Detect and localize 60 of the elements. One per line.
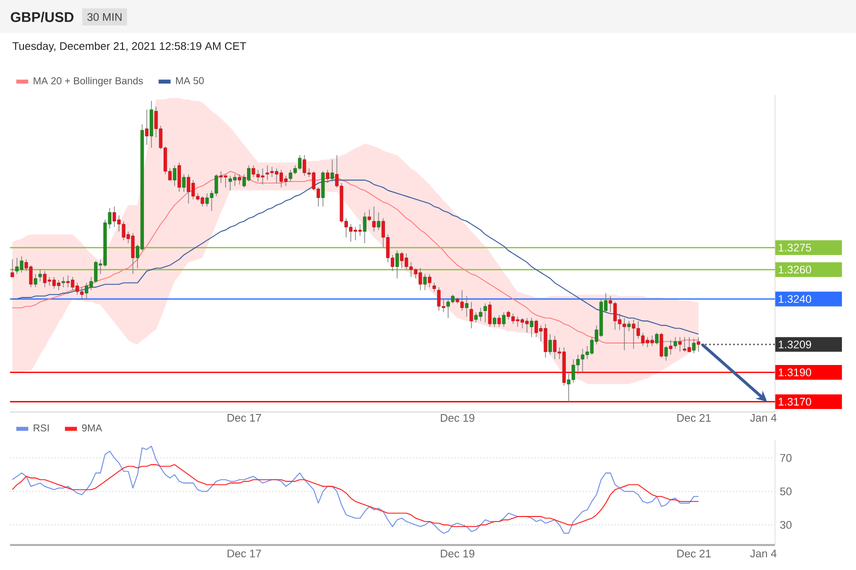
candlestick (423, 274, 427, 291)
candlestick (34, 274, 38, 288)
candlestick (488, 302, 492, 328)
candlestick (10, 259, 14, 278)
candlestick (428, 274, 432, 288)
candlestick (660, 332, 664, 358)
candlestick (182, 174, 186, 192)
x-tick-label: Dec 19 (440, 414, 474, 422)
ref-line-label: 1.3170 (778, 398, 812, 406)
x-tick-label: Jan 4 (750, 414, 777, 422)
candlestick (62, 276, 66, 288)
ref-line-label: 1.3209 (778, 340, 812, 348)
legend-label: RSI (34, 424, 49, 432)
candlestick (326, 170, 330, 184)
candlestick (395, 250, 399, 279)
candlestick (38, 269, 42, 282)
candlestick (668, 340, 672, 356)
legend-label: 9MA (82, 424, 102, 432)
legend-label: MA 50 (176, 77, 204, 84)
candlestick (330, 159, 334, 182)
x-tick-label: Dec 17 (228, 550, 261, 558)
candlestick (172, 165, 176, 186)
y-tick-label: 70 (780, 454, 792, 462)
candlestick (238, 174, 242, 185)
candlestick (692, 338, 696, 354)
candlestick (484, 303, 487, 323)
candlestick (655, 332, 658, 345)
text: 30 MIN (87, 13, 122, 21)
ref-line-label: 1.3190 (778, 368, 812, 376)
candlestick (464, 296, 468, 317)
candlestick (502, 312, 506, 328)
y-tick-label: 30 (780, 521, 792, 529)
x-tick-label: Dec 19 (440, 550, 474, 558)
candlestick (530, 318, 534, 338)
chart-subtitle: Tuesday, December 21, 2021 12:58:19 AM CET (12, 42, 246, 52)
candlestick (470, 302, 474, 329)
x-tick-label: Dec 17 (228, 414, 261, 422)
candlestick (178, 162, 181, 192)
candlestick (492, 316, 496, 328)
ref-line-label: 1.3260 (778, 266, 812, 274)
candlestick (664, 346, 668, 361)
y-tick-label: 50 (780, 488, 792, 496)
ref-line-label: 1.3275 (778, 244, 812, 252)
candlestick (372, 206, 376, 232)
candlestick (696, 336, 700, 352)
candlestick (145, 109, 148, 146)
chart-title: GBP/USD (10, 12, 74, 22)
x-tick-label: Jan 4 (750, 550, 777, 558)
ref-line-label: 1.3240 (778, 295, 812, 303)
x-tick-label: Dec 21 (677, 414, 711, 422)
candlestick (362, 212, 366, 244)
candlestick (678, 336, 682, 352)
candlestick (674, 336, 678, 350)
candlestick (627, 320, 631, 332)
candlestick (376, 212, 380, 230)
candlestick (368, 209, 372, 222)
candlestick (548, 334, 552, 356)
legend-label: MA 20 + Bollinger Bands (34, 76, 143, 86)
candlestick (497, 314, 501, 328)
x-tick-label: Dec 21 (677, 550, 711, 558)
